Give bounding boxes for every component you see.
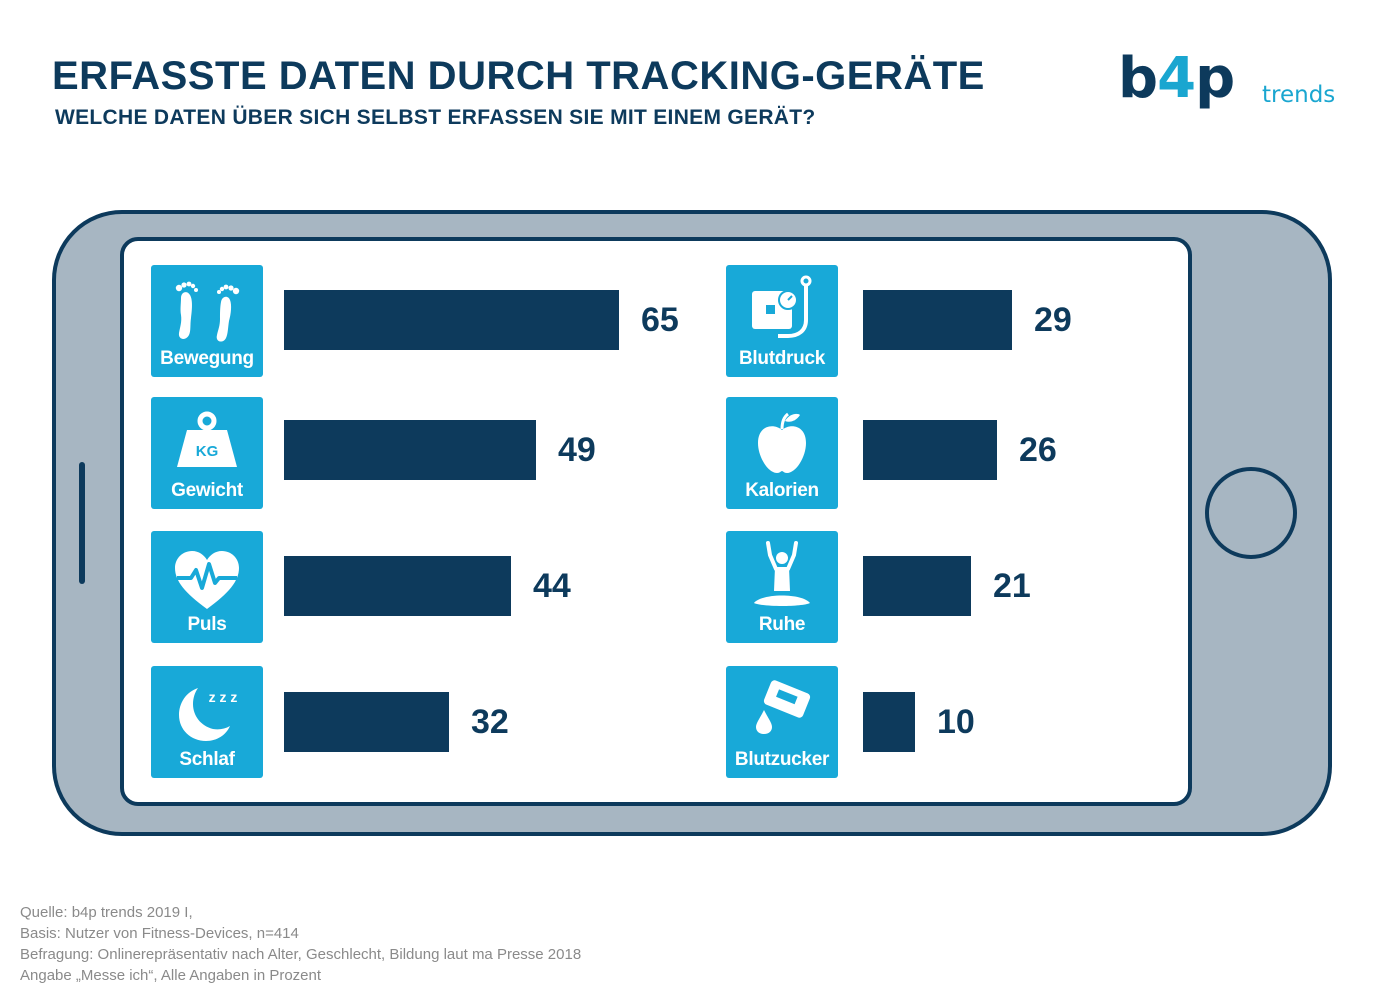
moon-sleep-icon: z z z	[179, 688, 238, 741]
tile-blutzucker: Blutzucker	[726, 666, 838, 778]
logo-wordmark: b4p	[1118, 46, 1235, 111]
value-label-schlaf: 32	[471, 703, 509, 741]
category-label: Gewicht	[171, 480, 243, 501]
chart-title: ERFASSTE DATEN DURCH TRACKING-GERÄTE	[52, 54, 985, 98]
value-label-blutdruck: 29	[1034, 301, 1072, 339]
footnote-source: Quelle: b4p trends 2019 I,	[20, 904, 193, 921]
bar-kalorien	[863, 420, 997, 480]
bar-blutzucker	[863, 692, 915, 752]
value-label-gewicht: 49	[558, 431, 596, 469]
category-label: Blutdruck	[739, 348, 825, 369]
tile-blutdruck: Blutdruck	[726, 265, 838, 377]
glucose-meter-icon	[756, 680, 811, 734]
phone-speaker	[79, 462, 85, 584]
tile-ruhe: Ruhe	[726, 531, 838, 643]
value-label-kalorien: 26	[1019, 431, 1057, 469]
logo-tagline: trends	[1262, 82, 1336, 108]
value-label-bewegung: 65	[641, 301, 679, 339]
bar-puls	[284, 556, 511, 616]
weight-icon: KG	[177, 411, 237, 467]
footprints-icon	[175, 281, 240, 342]
b4p-trends-logo: b4p trends	[1118, 46, 1348, 132]
bar-gewicht	[284, 420, 536, 480]
weight-kg-text: KG	[196, 443, 219, 460]
apple-icon	[758, 412, 806, 473]
footnote-basis: Basis: Nutzer von Fitness-Devices, n=414	[20, 925, 299, 942]
category-label: Schlaf	[179, 749, 235, 770]
tile-gewicht: KG Gewicht	[151, 397, 263, 509]
footnote-survey: Befragung: Onlinerepräsentativ nach Alte…	[20, 946, 582, 963]
heart-pulse-icon	[175, 551, 239, 609]
meditation-icon	[754, 541, 810, 606]
tile-puls: Puls	[151, 531, 263, 643]
footnote-note: Angabe „Messe ich“, Alle Angaben in Proz…	[20, 967, 322, 984]
footnotes: Quelle: b4p trends 2019 I, Basis: Nutzer…	[20, 902, 581, 986]
bar-bewegung	[284, 290, 619, 350]
value-label-puls: 44	[533, 567, 571, 605]
category-label: Puls	[187, 614, 227, 635]
tile-bewegung: Bewegung	[151, 265, 263, 377]
sleep-z-text: z z z	[209, 689, 238, 705]
bar-ruhe	[863, 556, 971, 616]
bar-schlaf	[284, 692, 449, 752]
category-label: Kalorien	[745, 480, 819, 501]
value-label-blutzucker: 10	[937, 703, 975, 741]
tile-schlaf: z z z Schlaf	[151, 666, 263, 778]
tile-kalorien: Kalorien	[726, 397, 838, 509]
phone-home-button	[1205, 467, 1297, 559]
category-label: Ruhe	[758, 614, 806, 635]
value-label-ruhe: 21	[993, 567, 1031, 605]
category-label: Blutzucker	[734, 749, 830, 770]
blood-pressure-icon	[752, 275, 812, 338]
bar-blutdruck	[863, 290, 1012, 350]
chart-subtitle: WELCHE DATEN ÜBER SICH SELBST ERFASSEN S…	[55, 106, 816, 129]
category-label: Bewegung	[160, 348, 254, 369]
